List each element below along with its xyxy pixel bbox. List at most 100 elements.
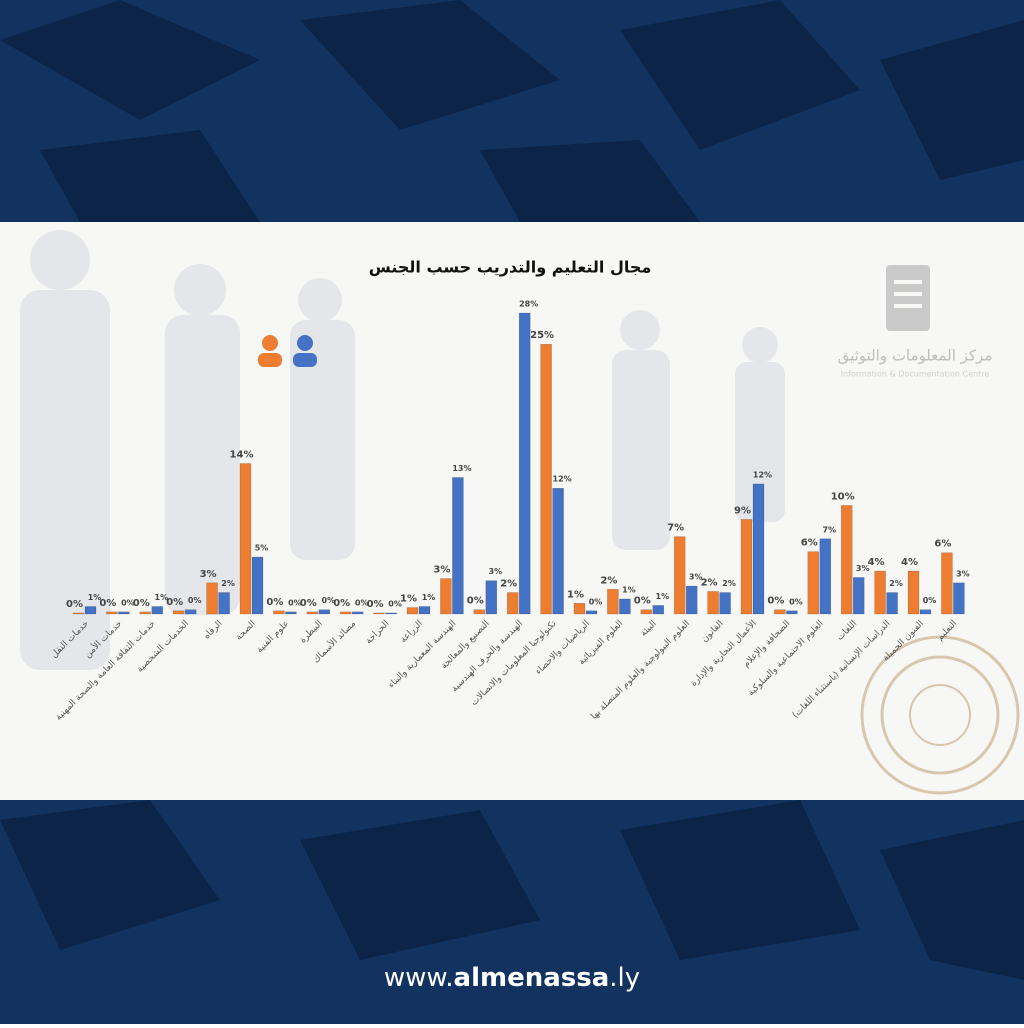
bar bbox=[719, 592, 731, 615]
bar bbox=[585, 610, 598, 615]
bar bbox=[819, 538, 832, 615]
bar bbox=[573, 603, 586, 615]
value-label: 3% bbox=[200, 569, 217, 580]
bar bbox=[886, 592, 898, 615]
bar bbox=[184, 609, 197, 615]
value-label: 0% bbox=[467, 596, 484, 607]
value-label: 2% bbox=[600, 575, 617, 586]
value-label: 10% bbox=[831, 491, 855, 502]
bar bbox=[418, 606, 431, 615]
bar bbox=[318, 609, 331, 615]
value-label: 0% bbox=[322, 596, 336, 605]
value-label: 2% bbox=[221, 579, 235, 588]
value-label: 7% bbox=[667, 523, 684, 534]
bar bbox=[440, 578, 452, 615]
value-label: 12% bbox=[753, 470, 772, 479]
logo-title: مركز المعلومات والتوثيق bbox=[838, 347, 993, 365]
bar bbox=[118, 611, 130, 615]
bar bbox=[506, 592, 519, 615]
bar bbox=[351, 611, 364, 615]
bar bbox=[941, 552, 953, 615]
value-label: 3% bbox=[433, 565, 450, 576]
value-label: 7% bbox=[823, 525, 837, 534]
logo-subtitle: Information & Documentation Centre bbox=[841, 370, 990, 379]
bar bbox=[239, 463, 252, 615]
value-label: 4% bbox=[901, 557, 918, 568]
value-label: 6% bbox=[801, 538, 818, 549]
bar bbox=[452, 477, 464, 615]
value-label: 6% bbox=[934, 539, 951, 550]
bar bbox=[740, 519, 753, 615]
bar bbox=[473, 609, 486, 615]
value-label: 3% bbox=[489, 567, 503, 576]
value-label: 9% bbox=[734, 505, 751, 516]
bar bbox=[339, 611, 352, 615]
bar bbox=[807, 551, 820, 615]
bar bbox=[151, 606, 164, 615]
footer-prefix: www. bbox=[384, 963, 454, 993]
bar bbox=[652, 605, 665, 615]
value-label: 13% bbox=[452, 464, 471, 473]
value-label: 3% bbox=[856, 564, 870, 573]
bar bbox=[552, 487, 564, 615]
bar bbox=[72, 612, 85, 615]
value-label: 28% bbox=[519, 300, 538, 309]
footer-suffix: .ly bbox=[609, 963, 640, 993]
value-label: 4% bbox=[868, 557, 885, 568]
bar bbox=[786, 610, 798, 615]
value-label: 1% bbox=[622, 585, 636, 594]
value-label: 0% bbox=[188, 596, 202, 605]
bar bbox=[852, 577, 865, 615]
bar bbox=[707, 591, 719, 615]
bar bbox=[874, 570, 886, 615]
bar bbox=[919, 609, 932, 615]
value-label: 12% bbox=[553, 475, 572, 484]
bar bbox=[840, 505, 853, 615]
bar bbox=[619, 598, 631, 615]
bar bbox=[273, 610, 285, 615]
value-label: 25% bbox=[530, 330, 554, 341]
logo bbox=[886, 265, 930, 331]
value-label: 0% bbox=[367, 599, 384, 610]
bar bbox=[373, 612, 385, 615]
value-label: 0% bbox=[121, 598, 135, 607]
value-label: 1% bbox=[88, 593, 102, 602]
value-label: 0% bbox=[634, 596, 651, 607]
value-label: 1% bbox=[422, 593, 436, 602]
value-label: 0% bbox=[333, 598, 350, 609]
bar bbox=[139, 611, 152, 615]
bar bbox=[685, 585, 698, 615]
value-label: 2% bbox=[701, 577, 718, 588]
value-label: 0% bbox=[166, 597, 183, 608]
bar bbox=[106, 611, 118, 615]
value-label: 1% bbox=[400, 594, 417, 605]
value-label: 0% bbox=[266, 597, 283, 608]
panel bbox=[0, 222, 1024, 800]
value-label: 2% bbox=[889, 579, 903, 588]
value-label: 1% bbox=[656, 592, 670, 601]
value-label: 3% bbox=[689, 573, 703, 582]
value-label: 0% bbox=[923, 596, 937, 605]
legend-icons bbox=[258, 335, 317, 367]
seal bbox=[860, 635, 1020, 795]
chart-title: مجال التعليم والتدريب حسب الجنس bbox=[369, 258, 652, 277]
silhouettes bbox=[20, 230, 785, 670]
bar bbox=[907, 570, 920, 615]
bar bbox=[607, 589, 619, 615]
value-label: 0% bbox=[66, 599, 83, 610]
value-label: 0% bbox=[99, 598, 116, 609]
bar bbox=[953, 582, 965, 615]
bar bbox=[640, 609, 653, 615]
value-label: 2% bbox=[500, 579, 517, 590]
value-label: 0% bbox=[300, 598, 317, 609]
bar bbox=[251, 556, 264, 615]
value-label: 0% bbox=[133, 598, 150, 609]
value-label: 0% bbox=[288, 598, 302, 607]
value-label: 1% bbox=[155, 593, 169, 602]
value-label: 3% bbox=[956, 569, 970, 578]
bar bbox=[518, 312, 531, 615]
value-label: 0% bbox=[589, 597, 603, 606]
background-pattern bbox=[0, 0, 1024, 980]
